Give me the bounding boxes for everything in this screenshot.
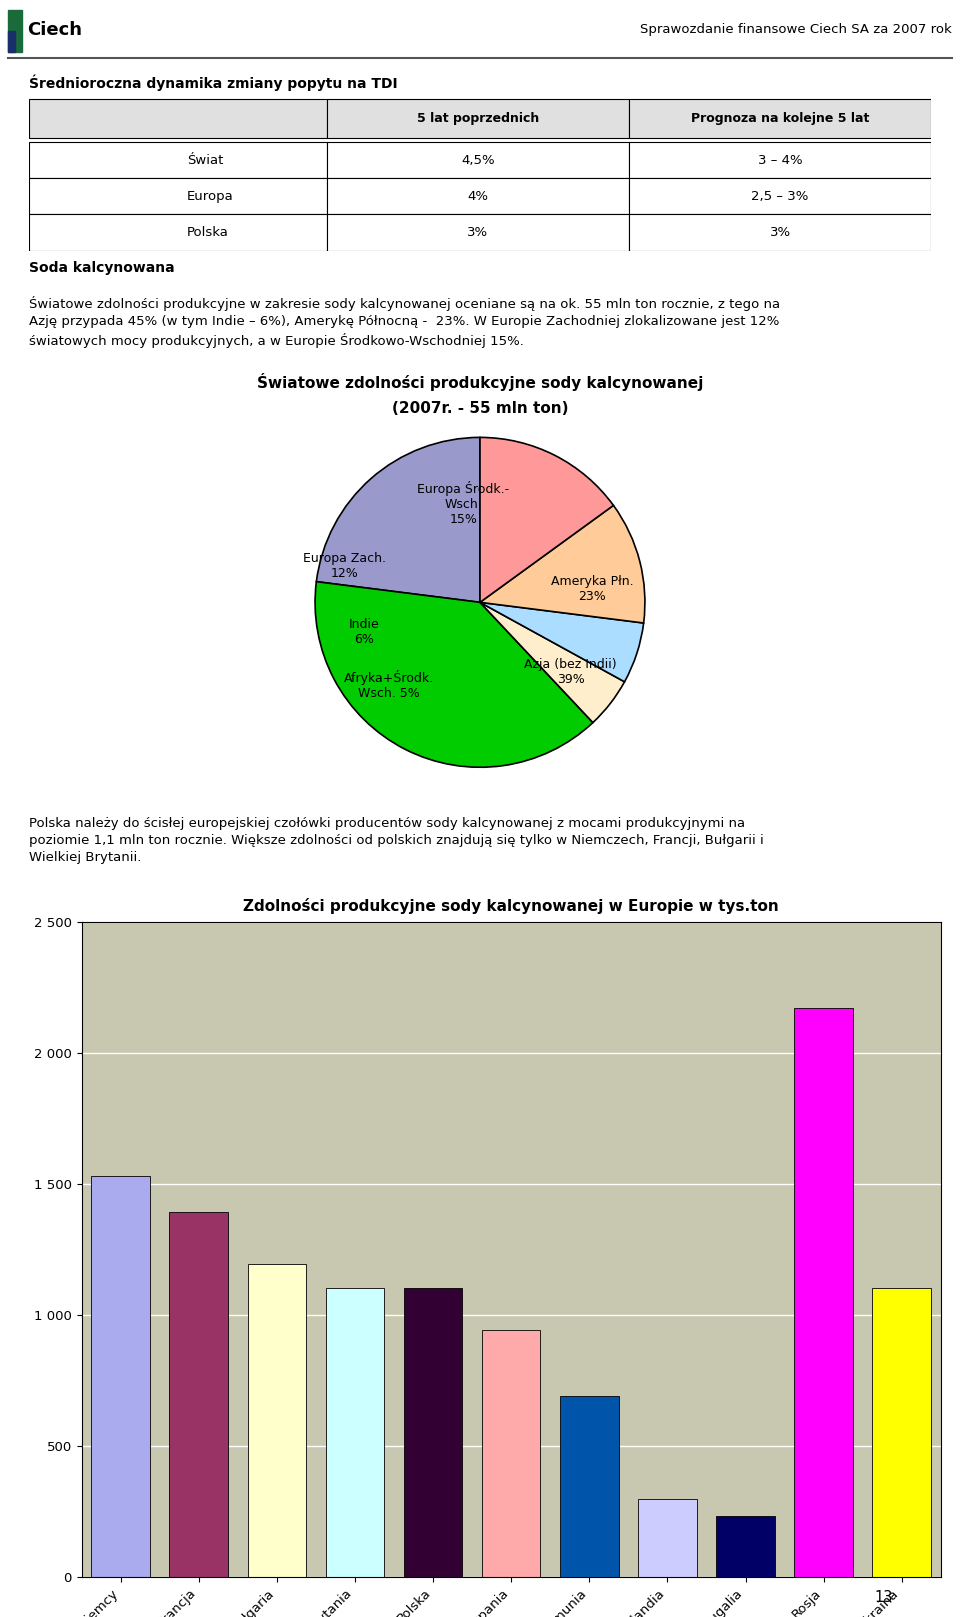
Bar [326,215,629,251]
Text: Europa: Europa [187,189,233,202]
Bar [629,178,931,215]
Text: Średnioroczna dynamika zmiany popytu na TDI: Średnioroczna dynamika zmiany popytu na … [29,74,397,92]
Text: 2,5 – 3%: 2,5 – 3% [752,189,808,202]
Text: Indie
6%: Indie 6% [349,618,380,647]
Text: Świat: Świat [187,154,223,167]
Text: Światowe zdolności produkcyjne sody kalcynowanej: Światowe zdolności produkcyjne sody kalc… [257,374,703,391]
Bar [326,142,629,178]
Text: 3%: 3% [770,226,791,239]
Text: 3%: 3% [468,226,489,239]
Bar [29,178,326,215]
Wedge shape [480,437,613,602]
Bar [482,1331,540,1577]
Text: 3 – 4%: 3 – 4% [757,154,803,167]
Bar [404,1289,463,1577]
Bar [638,1499,697,1577]
Text: (2007r. - 55 mln ton): (2007r. - 55 mln ton) [392,401,568,416]
Text: 5 lat poprzednich: 5 lat poprzednich [417,112,539,125]
Bar [560,1395,618,1577]
Text: 4,5%: 4,5% [461,154,494,167]
Title: Zdolności produkcyjne sody kalcynowanej w Europie w tys.ton: Zdolności produkcyjne sody kalcynowanej … [243,897,780,914]
Text: Ciech: Ciech [27,21,82,39]
Text: Afryka+Środk.
Wsch. 5%: Afryka+Środk. Wsch. 5% [345,669,434,700]
Text: 4%: 4% [468,189,489,202]
Wedge shape [480,602,643,682]
Bar [873,1289,931,1577]
Wedge shape [317,437,480,602]
Bar [91,1176,150,1577]
Bar [170,1213,228,1577]
Wedge shape [480,506,645,623]
Bar [8,31,15,52]
Text: Polska należy do ścisłej europejskiej czołówki producentów sody kalcynowanej z m: Polska należy do ścisłej europejskiej cz… [29,817,763,863]
Bar [629,142,931,178]
Text: Europa Środk.-
Wsch.
15%: Europa Środk.- Wsch. 15% [418,480,510,526]
Text: 13: 13 [874,1590,893,1606]
Bar [326,178,629,215]
Wedge shape [480,602,625,723]
Bar [29,99,326,139]
Text: Ameryka Płn.
23%: Ameryka Płn. 23% [551,576,634,603]
Text: Europa Zach.
12%: Europa Zach. 12% [303,551,386,581]
Bar [629,215,931,251]
Bar [8,10,22,52]
Bar [248,1263,306,1577]
Bar [326,99,629,139]
Text: Azja (bez Indii)
39%: Azja (bez Indii) 39% [524,658,617,686]
Text: Soda kalcynowana: Soda kalcynowana [29,262,175,275]
Text: Polska: Polska [187,226,228,239]
Bar [629,99,931,139]
Text: Sprawozdanie finansowe Ciech SA za 2007 rok: Sprawozdanie finansowe Ciech SA za 2007 … [640,23,952,37]
Wedge shape [315,582,593,766]
Bar [29,142,326,178]
Text: Światowe zdolności produkcyjne w zakresie sody kalcynowanej oceniane są na ok. 5: Światowe zdolności produkcyjne w zakresi… [29,296,780,348]
Bar [325,1289,384,1577]
Bar [794,1007,852,1577]
Text: Prognoza na kolejne 5 lat: Prognoza na kolejne 5 lat [691,112,869,125]
Bar [29,215,326,251]
Bar [716,1517,775,1577]
